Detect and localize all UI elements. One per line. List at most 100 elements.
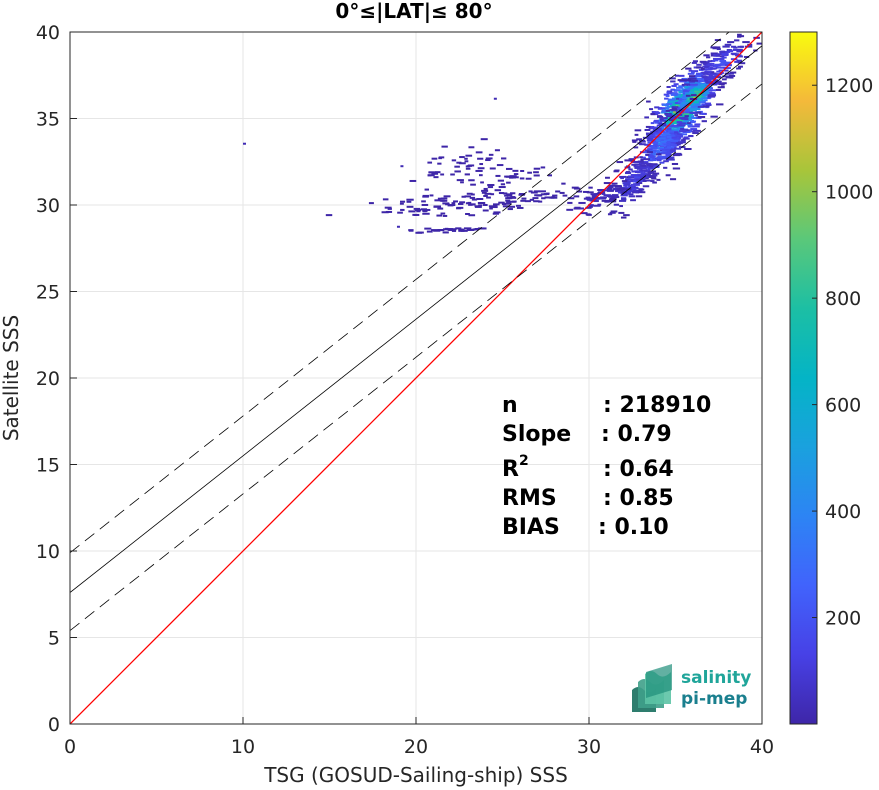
density-cell — [679, 122, 687, 125]
density-cell — [702, 77, 706, 80]
density-cell — [498, 192, 505, 195]
density-cell — [697, 80, 704, 83]
density-cell — [679, 105, 687, 108]
density-cell — [623, 214, 630, 217]
density-cell — [693, 104, 701, 107]
density-cell — [722, 45, 730, 48]
density-cell — [701, 85, 706, 88]
density-cell — [696, 66, 701, 69]
density-cell — [450, 173, 455, 176]
density-cell — [707, 95, 716, 98]
density-cell — [503, 202, 512, 205]
density-cell — [502, 192, 508, 195]
density-cell — [588, 205, 593, 208]
density-cell — [614, 169, 620, 172]
density-cell — [670, 141, 678, 144]
density-cell — [508, 205, 516, 208]
density-cell — [660, 117, 668, 120]
density-cell — [646, 163, 653, 166]
density-cell — [718, 57, 725, 60]
density-cell — [690, 128, 697, 131]
density-cell — [726, 49, 732, 52]
density-cell — [647, 167, 654, 170]
density-cell — [685, 118, 692, 121]
density-cell — [559, 191, 565, 194]
density-cell — [704, 79, 709, 82]
density-cell — [723, 50, 728, 53]
density-cell — [663, 151, 672, 154]
density-cell — [438, 156, 445, 159]
density-cell — [681, 139, 686, 142]
density-cell — [683, 109, 690, 112]
density-cell — [533, 200, 540, 203]
density-cell — [656, 159, 662, 162]
density-cell — [533, 167, 541, 170]
stat-slope-value: : 0.79 — [601, 422, 672, 447]
density-cell — [674, 89, 681, 92]
density-cell — [682, 92, 687, 95]
density-cell — [590, 193, 598, 196]
density-cell — [682, 137, 690, 140]
density-cell — [684, 122, 690, 125]
density-cell — [636, 170, 644, 173]
density-cell — [660, 142, 667, 145]
density-cell — [649, 108, 654, 111]
stat-rms-value: : 0.85 — [603, 486, 674, 511]
density-cell — [631, 170, 636, 173]
density-cell — [621, 191, 628, 194]
density-cell — [609, 211, 616, 214]
density-cell — [601, 189, 609, 192]
density-cell — [669, 149, 676, 152]
density-cell — [620, 177, 624, 180]
density-cell — [655, 137, 659, 140]
density-cell — [664, 107, 669, 110]
density-cell — [716, 48, 721, 51]
density-cell — [693, 87, 699, 90]
density-cell — [714, 64, 720, 67]
density-cell — [624, 186, 629, 189]
density-cell — [567, 197, 575, 200]
density-cell — [666, 90, 673, 93]
density-cell — [492, 212, 499, 215]
density-cell — [397, 211, 403, 214]
density-cell — [676, 97, 680, 100]
density-cell — [714, 46, 721, 49]
density-cell — [666, 116, 671, 119]
density-cell — [465, 167, 471, 170]
density-cell — [506, 181, 511, 184]
density-cell — [638, 188, 645, 191]
density-cell — [548, 196, 555, 199]
density-cell — [671, 109, 678, 112]
density-cell — [642, 185, 650, 188]
density-cell — [586, 198, 593, 201]
density-cell — [443, 228, 450, 231]
density-cell — [500, 183, 506, 186]
density-cell — [680, 133, 688, 136]
density-cell — [600, 196, 607, 199]
density-cell — [688, 75, 696, 78]
density-cell — [650, 176, 657, 179]
density-cell — [670, 80, 676, 83]
density-cell — [505, 199, 511, 202]
density-cell — [479, 163, 484, 166]
density-cell — [657, 131, 663, 134]
density-cell — [705, 88, 711, 91]
density-cell — [528, 190, 533, 193]
density-cell — [424, 227, 432, 230]
density-cell — [652, 153, 659, 156]
density-cell — [659, 137, 666, 140]
density-cell — [646, 173, 651, 176]
density-cell — [616, 161, 624, 164]
density-cell — [433, 229, 441, 232]
density-cell — [694, 114, 699, 117]
density-cell — [533, 174, 540, 177]
density-cell — [638, 178, 646, 181]
density-cell — [606, 187, 613, 190]
density-cell — [459, 156, 465, 159]
density-cell — [426, 230, 433, 233]
density-cell — [451, 229, 457, 232]
density-cell — [710, 52, 718, 55]
density-cell — [603, 182, 611, 185]
density-cell — [693, 106, 700, 109]
density-cell — [496, 164, 504, 167]
